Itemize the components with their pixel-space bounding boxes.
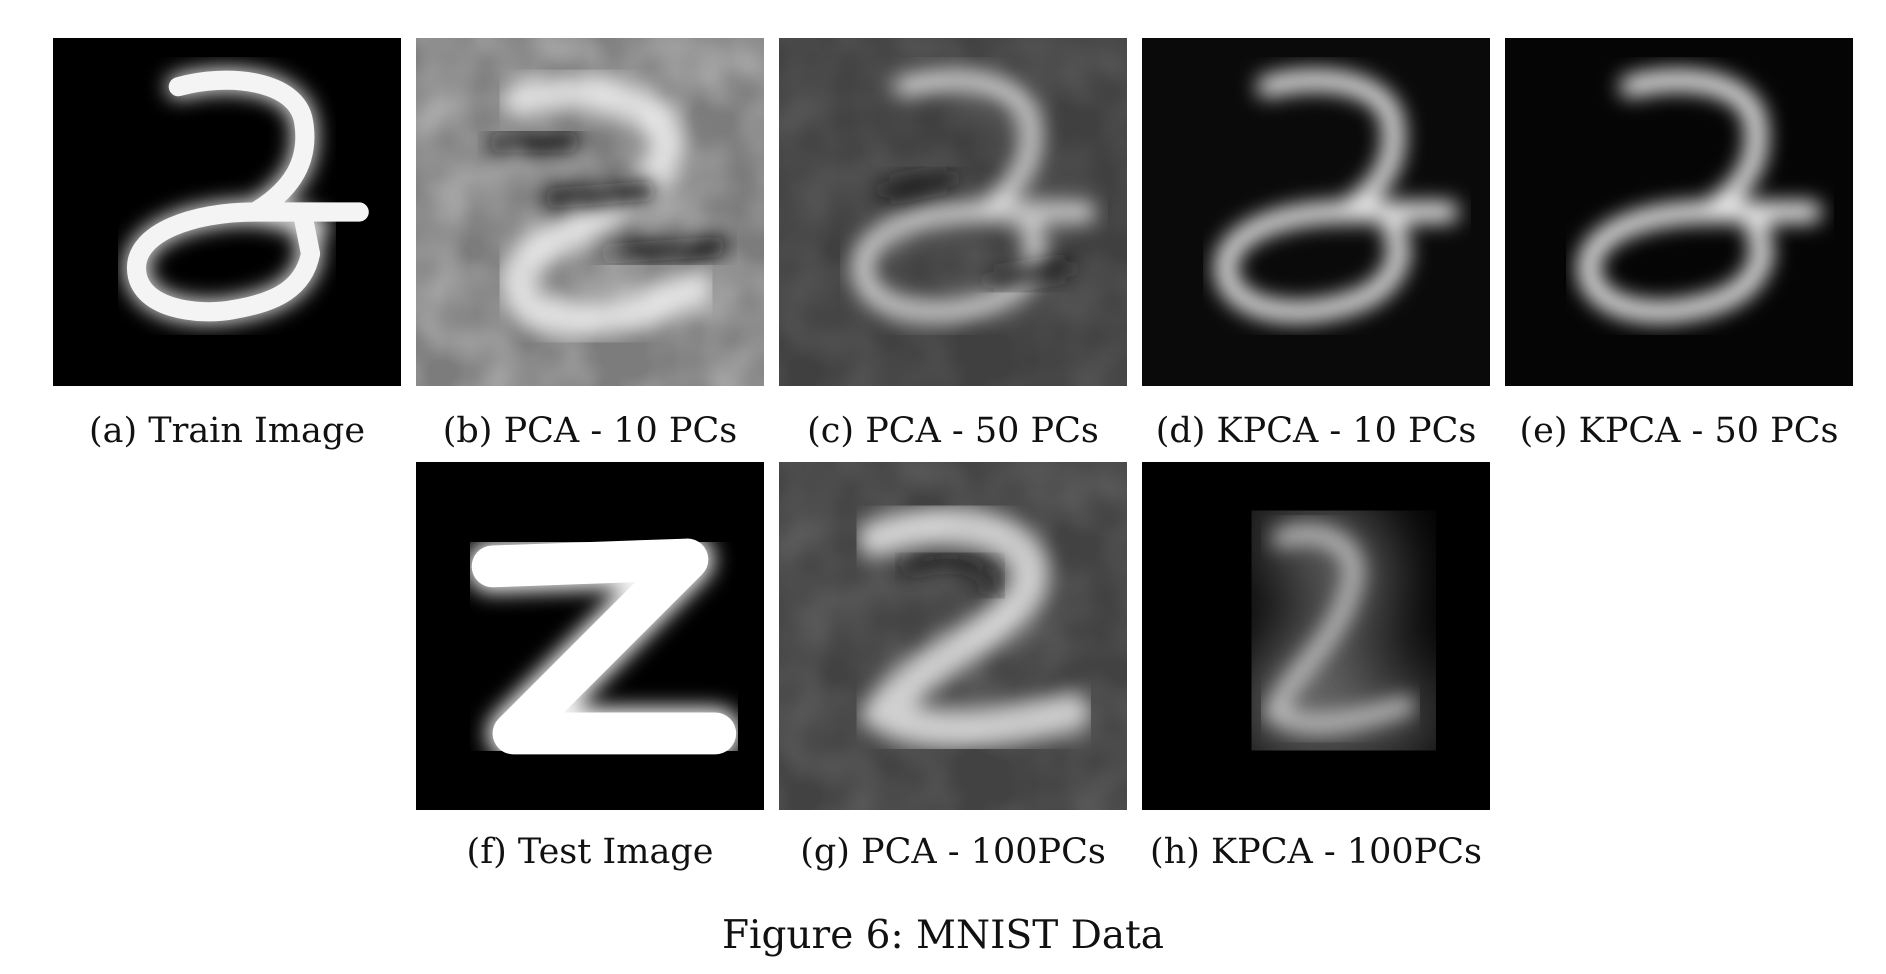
panel-b-pca-10 xyxy=(416,38,764,386)
caption-b: (b) PCA - 10 PCs xyxy=(442,411,738,451)
panel-f-test-image xyxy=(416,462,764,810)
panel-h-kpca-100 xyxy=(1142,462,1490,810)
caption-f: (f) Test Image xyxy=(466,832,714,872)
caption-h: (h) KPCA - 100PCs xyxy=(1150,832,1482,872)
panel-g-pca-100 xyxy=(779,462,1127,810)
caption-g: (g) PCA - 100PCs xyxy=(800,832,1106,872)
caption-d: (d) KPCA - 10 PCs xyxy=(1155,411,1477,451)
panel-e-kpca-50 xyxy=(1505,38,1853,386)
caption-a: (a) Train Image xyxy=(88,411,366,451)
caption-e: (e) KPCA - 50 PCs xyxy=(1519,411,1839,451)
panel-d-kpca-10 xyxy=(1142,38,1490,386)
panel-a-train-image xyxy=(53,38,401,386)
caption-c: (c) PCA - 50 PCs xyxy=(807,411,1099,451)
figure-caption: Figure 6: MNIST Data xyxy=(721,913,1165,958)
panel-c-pca-50 xyxy=(779,38,1127,386)
